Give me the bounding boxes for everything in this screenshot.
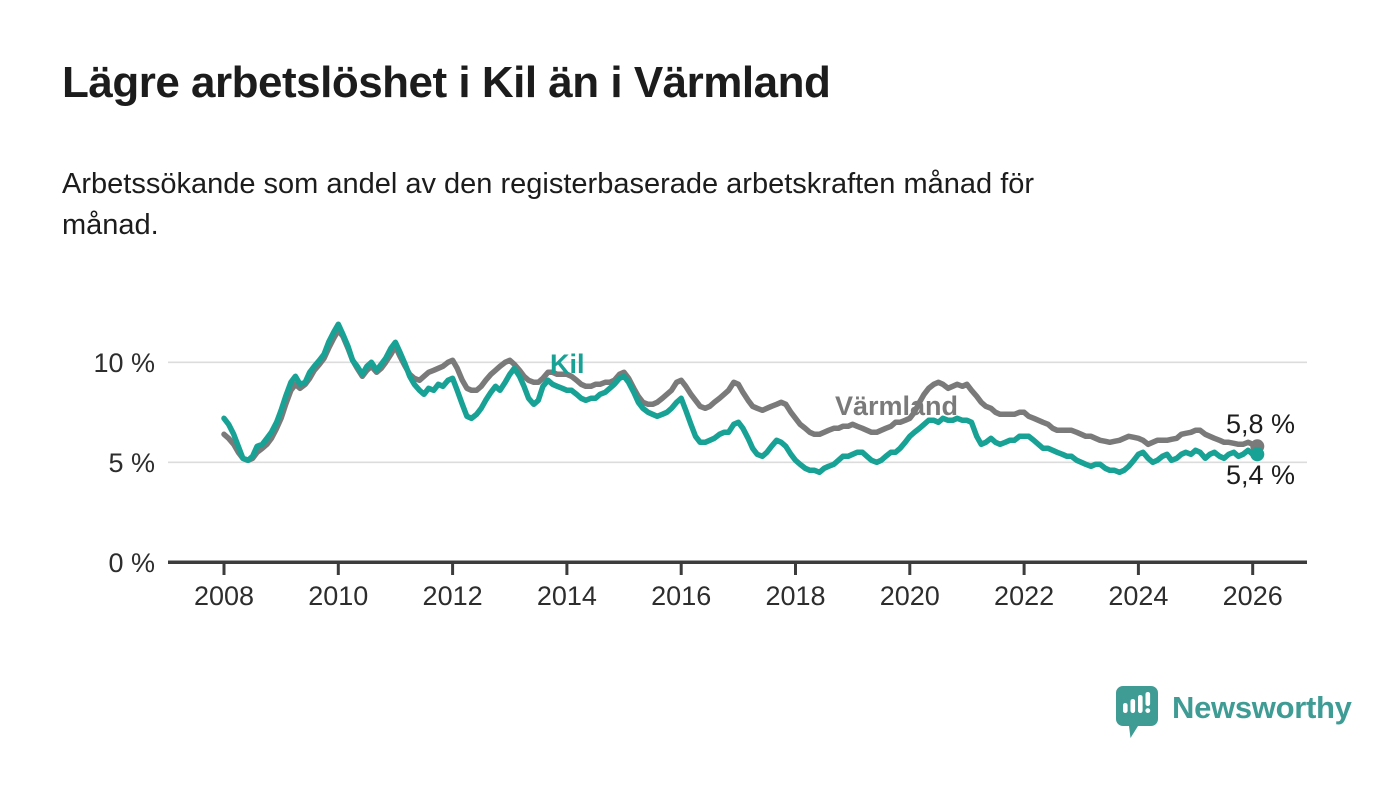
page-title: Lägre arbetslöshet i Kil än i Värmland bbox=[62, 58, 831, 107]
x-tick-label-2012: 2012 bbox=[423, 581, 483, 611]
y-tick-label-0: 0 % bbox=[108, 548, 155, 578]
chart-subtitle-line-2: månad. bbox=[62, 209, 159, 241]
series-label-kil: Kil bbox=[550, 349, 585, 379]
x-tick-label-2018: 2018 bbox=[765, 581, 825, 611]
logo-bar-medium bbox=[1130, 699, 1136, 713]
y-tick-label-10: 10 % bbox=[93, 348, 155, 378]
x-tick-label-2008: 2008 bbox=[194, 581, 254, 611]
series-end-dot-kil bbox=[1250, 447, 1265, 462]
series-label-varmland: Värmland bbox=[835, 391, 959, 421]
x-tick-label-2020: 2020 bbox=[880, 581, 940, 611]
x-tick-label-2024: 2024 bbox=[1108, 581, 1168, 611]
brand-name: Newsworthy bbox=[1172, 690, 1352, 725]
x-tick-label-2016: 2016 bbox=[651, 581, 711, 611]
logo-exclamation-bar bbox=[1145, 692, 1151, 706]
logo-exclamation-dot bbox=[1145, 708, 1151, 713]
y-tick-label-5: 5 % bbox=[108, 448, 155, 478]
series-line-kil bbox=[221, 321, 1261, 476]
end-value-varmland: 5,8 % bbox=[1226, 409, 1296, 439]
x-tick-label-2026: 2026 bbox=[1223, 581, 1283, 611]
logo-bar-short bbox=[1123, 703, 1128, 713]
newsworthy-logo: Newsworthy bbox=[1115, 685, 1352, 743]
series-line-värmland bbox=[221, 327, 1261, 464]
x-tick-label-2014: 2014 bbox=[537, 581, 597, 611]
logo-bar-tall bbox=[1138, 695, 1143, 713]
x-tick-label-2022: 2022 bbox=[994, 581, 1054, 611]
x-tick-label-2010: 2010 bbox=[308, 581, 368, 611]
chart-subtitle: Arbetssökande som andel av den registerb… bbox=[62, 164, 1034, 246]
logo-bubble-shape bbox=[1116, 686, 1158, 738]
end-value-kil: 5,4 % bbox=[1226, 460, 1296, 490]
chart-subtitle-line-1: Arbetssökande som andel av den registerb… bbox=[62, 168, 1035, 200]
newsworthy-logo-icon bbox=[1116, 686, 1158, 738]
